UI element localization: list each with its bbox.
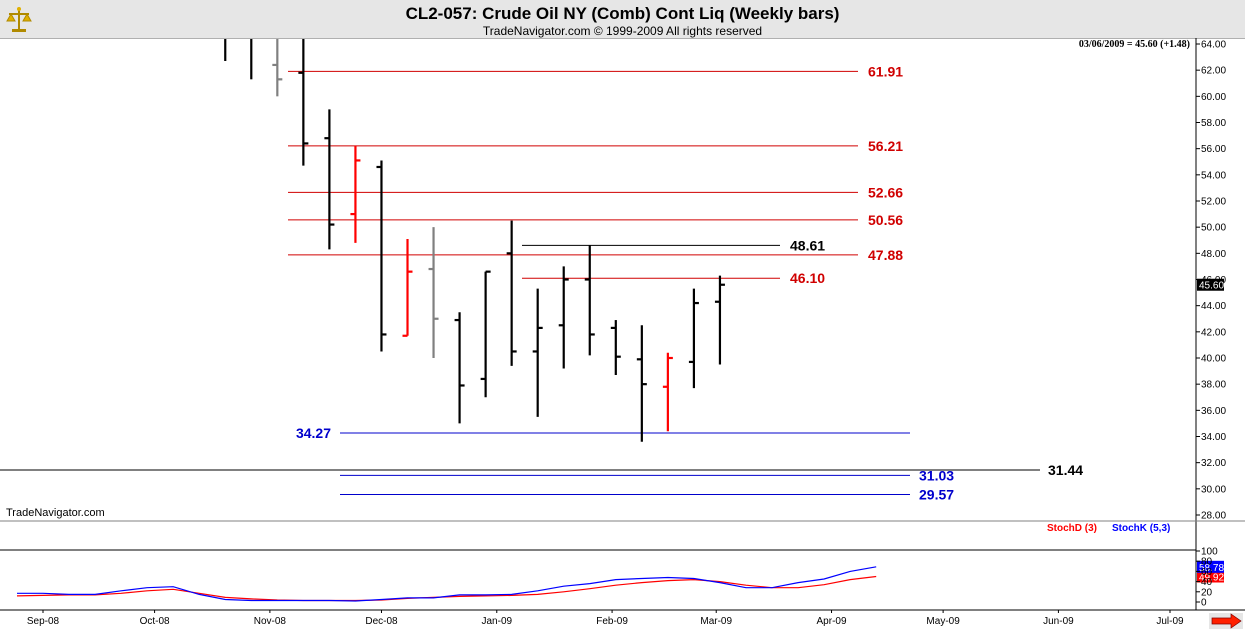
price-tick-label: 30.00 (1201, 484, 1226, 495)
stoch-tick-label: 80 (1201, 557, 1213, 568)
price-tick-label: 40.00 (1201, 354, 1226, 365)
level-label-48.61: 48.61 (790, 237, 825, 253)
ohlc-bar (610, 320, 621, 376)
time-tick-label: Dec-08 (365, 616, 398, 627)
level-label-52.66: 52.66 (868, 184, 903, 200)
chart-header: CL2-057: Crude Oil NY (Comb) Cont Liq (W… (0, 0, 1245, 39)
time-tick-label: Oct-08 (140, 616, 170, 627)
stoch-value-label: 58.78 (1199, 563, 1224, 574)
price-tick-label: 56.00 (1201, 144, 1226, 155)
time-tick-label: Feb-09 (596, 616, 628, 627)
time-axis-bg (0, 611, 1245, 631)
ohlc-bar (636, 325, 647, 442)
level-label-50.56: 50.56 (868, 212, 903, 228)
time-tick-label: Mar-09 (700, 616, 732, 627)
price-tick-label: 50.00 (1201, 223, 1226, 234)
level-label-47.88: 47.88 (868, 247, 903, 263)
level-label-56.21: 56.21 (868, 138, 903, 154)
stoch-value-label: 49.92 (1199, 573, 1224, 584)
stoch-tick-label: 40 (1201, 577, 1213, 588)
ohlc-bar (402, 238, 413, 337)
ohlc-bar (428, 227, 439, 358)
price-tick-label: 38.00 (1201, 380, 1226, 391)
price-tick-label: 34.00 (1201, 432, 1226, 443)
stoch-line-k (17, 566, 877, 602)
level-label-31.44: 31.44 (1048, 462, 1083, 478)
stoch-tick-label: 60 (1201, 567, 1213, 578)
price-tick-label: 28.00 (1201, 511, 1226, 522)
level-label-31.03: 31.03 (919, 467, 954, 483)
ohlc-bar (532, 288, 543, 417)
scroll-right-arrow-icon[interactable] (1209, 613, 1243, 629)
time-tick-label: Sep-08 (27, 616, 60, 627)
ohlc-bar (480, 270, 491, 398)
time-tick-label: Jan-09 (481, 616, 512, 627)
level-label-34.27: 34.27 (296, 425, 331, 441)
price-tick-label: 48.00 (1201, 249, 1226, 260)
level-label-46.10: 46.10 (790, 270, 825, 286)
stoch-tick-label: 20 (1201, 587, 1213, 598)
copyright-subtitle: TradeNavigator.com © 1999-2009 All right… (482, 24, 763, 38)
stoch-tick-label: 100 (1201, 547, 1218, 558)
ohlc-bar (272, 39, 283, 97)
ohlc-bar (454, 312, 465, 424)
time-tick-label: Jul-09 (1156, 616, 1184, 627)
chart-title: CL2-057: Crude Oil NY (Comb) Cont Liq (W… (405, 4, 840, 23)
current-price-box (1197, 278, 1224, 291)
current-price-label: 45.60 (1199, 281, 1224, 292)
ohlc-bar (506, 220, 517, 366)
watermark-text: TradeNavigator.com (6, 507, 105, 519)
ohlc-bar (714, 275, 725, 365)
ohlc-bar (662, 352, 673, 432)
price-tick-label: 52.00 (1201, 197, 1226, 208)
ohlc-bar (584, 245, 595, 356)
ohlc-bar (324, 109, 335, 250)
ohlc-bar (558, 266, 569, 369)
ohlc-bar (350, 146, 361, 243)
price-tick-label: 64.00 (1201, 40, 1226, 51)
legend-stochk: StochK (5,3) (1112, 523, 1170, 534)
price-tick-label: 62.00 (1201, 66, 1226, 77)
stoch-value-box (1197, 570, 1224, 583)
level-label-29.57: 29.57 (919, 486, 954, 502)
legend-stochd: StochD (3) (1047, 523, 1097, 534)
time-tick-label: Nov-08 (254, 616, 287, 627)
price-tick-label: 32.00 (1201, 458, 1226, 469)
price-tick-label: 58.00 (1201, 118, 1226, 129)
price-tick-label: 60.00 (1201, 92, 1226, 103)
level-label-61.91: 61.91 (868, 63, 903, 79)
ohlc-bar (688, 288, 699, 389)
stoch-tick-label: 0 (1201, 598, 1207, 609)
stoch-value-box (1197, 560, 1224, 573)
scales-icon[interactable] (6, 6, 32, 34)
price-tick-label: 36.00 (1201, 406, 1226, 417)
time-tick-label: Apr-09 (817, 616, 847, 627)
time-tick-label: Jun-09 (1043, 616, 1074, 627)
time-tick-label: May-09 (926, 616, 960, 627)
ohlc-bar (376, 160, 387, 352)
ohlc-bar (298, 39, 309, 166)
last-quote-readout: 03/06/2009 = 45.60 (+1.48) (1079, 39, 1190, 50)
price-tick-label: 44.00 (1201, 301, 1226, 312)
price-tick-label: 54.00 (1201, 170, 1226, 181)
price-tick-label: 42.00 (1201, 327, 1226, 338)
